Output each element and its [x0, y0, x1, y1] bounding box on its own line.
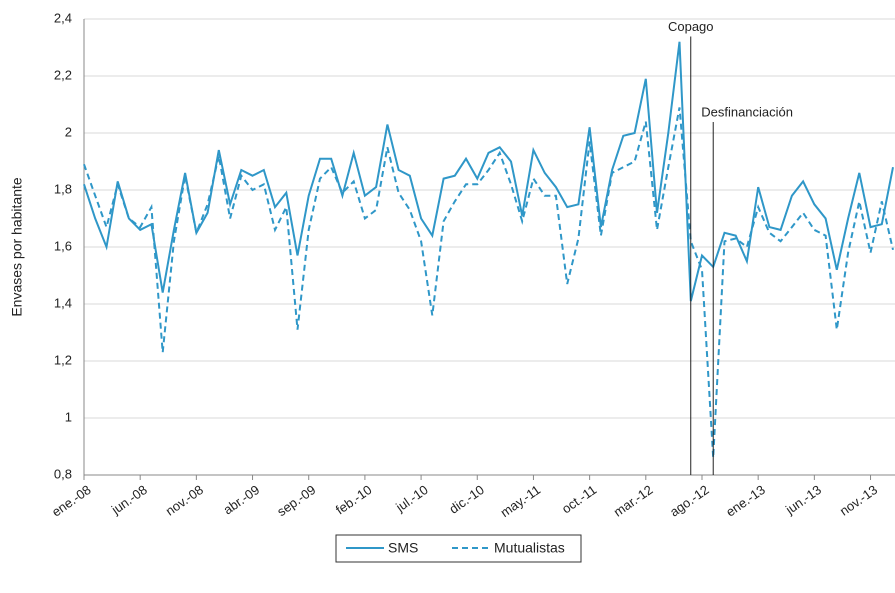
x-tick-label: jul.-10 [392, 482, 430, 515]
x-tick-label: ago.-12 [667, 482, 712, 520]
x-tick-label: abr.-09 [220, 482, 262, 518]
y-tick-label: 1,4 [54, 295, 72, 310]
x-tick-label: jun.-13 [782, 482, 824, 518]
y-tick-label: 1,8 [54, 181, 72, 196]
y-tick-label: 2 [65, 124, 72, 139]
x-tick-label: dic.-10 [446, 482, 487, 517]
series-line [83, 107, 894, 458]
x-tick-label: mar.-12 [611, 482, 656, 520]
y-tick-label: 1,2 [54, 352, 72, 367]
y-tick-label: 2,2 [54, 67, 72, 82]
x-tick-label: jun.-08 [108, 482, 150, 518]
legend-label: SMS [388, 540, 418, 556]
legend-label: Mutualistas [494, 540, 565, 556]
series-line [83, 41, 894, 302]
y-tick-label: 1 [65, 409, 72, 424]
x-tick-label: nov.-13 [837, 482, 880, 519]
annotation-label: Copago [668, 19, 714, 34]
y-tick-label: 0,8 [54, 466, 72, 481]
y-axis-label: Envases por habitante [9, 177, 25, 317]
x-tick-label: oct.-11 [559, 482, 599, 517]
x-tick-label: sep.-09 [274, 482, 318, 519]
x-tick-label: may.-11 [498, 482, 543, 520]
annotation-label: Desfinanciación [701, 104, 793, 119]
x-tick-label: nov.-08 [163, 482, 206, 519]
legend [335, 534, 582, 563]
x-tick-label: ene.-08 [49, 482, 94, 520]
y-tick-label: 2,4 [54, 10, 72, 25]
x-tick-label: ene.-13 [723, 482, 768, 520]
y-tick-label: 1,6 [54, 238, 72, 253]
x-tick-label: feb.-10 [333, 482, 375, 518]
